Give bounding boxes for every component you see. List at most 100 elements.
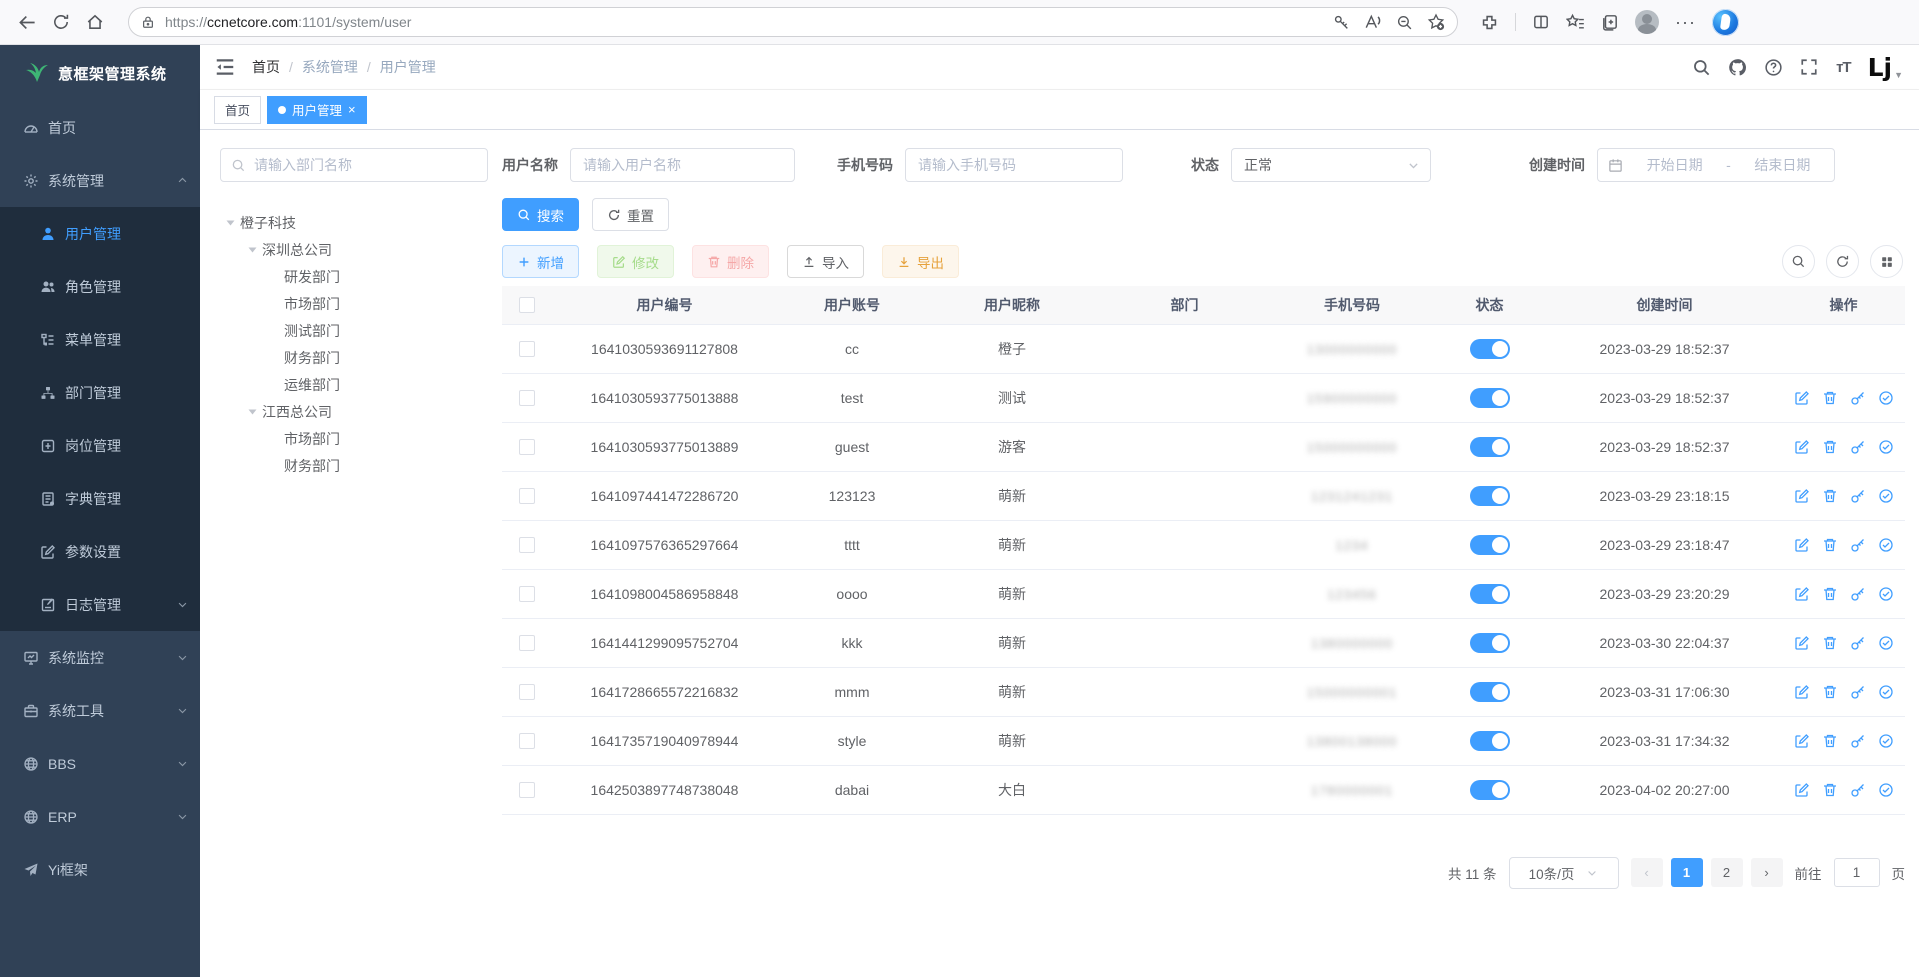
caret-down-icon[interactable] — [226, 220, 235, 225]
row-assign-role-icon[interactable] — [1878, 733, 1894, 749]
sidebar-item-role-management[interactable]: 角色管理 — [0, 260, 200, 313]
row-edit-icon[interactable] — [1794, 488, 1810, 504]
app-logo[interactable]: 意框架管理系统 — [0, 45, 200, 101]
row-edit-icon[interactable] — [1794, 635, 1810, 651]
row-assign-role-icon[interactable] — [1878, 390, 1894, 406]
row-reset-password-icon[interactable] — [1850, 782, 1866, 798]
table-refresh-icon[interactable] — [1826, 245, 1859, 278]
next-page-button[interactable]: › — [1750, 858, 1783, 887]
reset-button[interactable]: 重置 — [592, 198, 669, 231]
select-all-checkbox[interactable] — [519, 297, 535, 314]
tree-node[interactable]: 研发部门 — [284, 268, 340, 285]
sidebar-item-system-tools[interactable]: 系统工具 — [0, 684, 200, 737]
status-toggle[interactable] — [1469, 387, 1510, 408]
github-icon[interactable] — [1728, 58, 1747, 77]
row-edit-icon[interactable] — [1794, 782, 1810, 798]
row-checkbox[interactable] — [519, 635, 535, 652]
table-columns-icon[interactable] — [1870, 245, 1903, 278]
row-assign-role-icon[interactable] — [1878, 586, 1894, 602]
export-button[interactable]: 导出 — [882, 245, 959, 278]
zoom-out-icon[interactable] — [1396, 14, 1413, 31]
sidebar-item-dept-management[interactable]: 部门管理 — [0, 366, 200, 419]
prev-page-button[interactable]: ‹ — [1630, 858, 1663, 887]
sidebar-item-log-management[interactable]: 日志管理 — [0, 578, 200, 631]
row-reset-password-icon[interactable] — [1850, 733, 1866, 749]
add-favorite-icon[interactable] — [1427, 13, 1445, 31]
status-toggle[interactable] — [1469, 779, 1510, 800]
row-reset-password-icon[interactable] — [1850, 390, 1866, 406]
tree-node[interactable]: 深圳总公司 — [220, 236, 488, 263]
row-checkbox[interactable] — [519, 684, 535, 701]
row-checkbox[interactable] — [519, 341, 535, 358]
sidebar-item-bbs[interactable]: BBS — [0, 737, 200, 790]
row-edit-icon[interactable] — [1794, 537, 1810, 553]
row-edit-icon[interactable] — [1794, 586, 1810, 602]
row-assign-role-icon[interactable] — [1878, 537, 1894, 553]
browser-refresh-icon[interactable] — [44, 5, 78, 39]
row-checkbox[interactable] — [519, 733, 535, 750]
row-delete-icon[interactable] — [1822, 439, 1838, 455]
sidebar-toggle-icon[interactable] — [214, 56, 236, 78]
font-size-icon[interactable]: тT — [1836, 58, 1851, 76]
delete-button[interactable]: 删除 — [692, 245, 769, 278]
status-toggle[interactable] — [1469, 730, 1510, 751]
edit-button[interactable]: 修改 — [597, 245, 674, 278]
row-reset-password-icon[interactable] — [1850, 439, 1866, 455]
sidebar-item-erp[interactable]: ERP — [0, 790, 200, 843]
tree-node[interactable]: 江西总公司 — [220, 398, 488, 425]
tree-node[interactable]: 橙子科技 — [220, 209, 488, 236]
extensions-icon[interactable] — [1480, 13, 1499, 32]
row-delete-icon[interactable] — [1822, 488, 1838, 504]
split-screen-icon[interactable] — [1532, 13, 1550, 31]
sidebar-item-menu-management[interactable]: 菜单管理 — [0, 313, 200, 366]
browser-back-icon[interactable] — [10, 5, 44, 39]
breadcrumb-system[interactable]: 系统管理 — [301, 59, 358, 75]
goto-page-input[interactable] — [1833, 858, 1880, 887]
browser-menu-icon[interactable]: ··· — [1675, 11, 1696, 32]
row-delete-icon[interactable] — [1822, 782, 1838, 798]
status-toggle[interactable] — [1469, 534, 1510, 555]
page-button-2[interactable]: 2 — [1710, 858, 1743, 887]
row-checkbox[interactable] — [519, 390, 535, 407]
row-edit-icon[interactable] — [1794, 733, 1810, 749]
page-button-1[interactable]: 1 — [1670, 858, 1703, 887]
browser-home-icon[interactable] — [78, 5, 112, 39]
row-delete-icon[interactable] — [1822, 390, 1838, 406]
search-button[interactable]: 搜索 — [502, 198, 579, 231]
user-menu-caret-icon[interactable]: ▼ — [1894, 69, 1903, 80]
row-assign-role-icon[interactable] — [1878, 635, 1894, 651]
row-reset-password-icon[interactable] — [1850, 586, 1866, 602]
row-edit-icon[interactable] — [1794, 684, 1810, 700]
caret-down-icon[interactable] — [248, 247, 257, 252]
table-search-toggle-icon[interactable] — [1782, 245, 1815, 278]
copilot-icon[interactable] — [1711, 8, 1739, 36]
sidebar-item-yi-framework[interactable]: Yi框架 — [0, 843, 200, 896]
sidebar-item-param-settings[interactable]: 参数设置 — [0, 525, 200, 578]
favorites-bar-icon[interactable] — [1566, 13, 1585, 32]
row-delete-icon[interactable] — [1822, 733, 1838, 749]
tree-node[interactable]: 市场部门 — [284, 430, 340, 447]
row-checkbox[interactable] — [519, 586, 535, 603]
import-button[interactable]: 导入 — [787, 245, 864, 278]
tree-node[interactable]: 市场部门 — [284, 295, 340, 312]
row-checkbox[interactable] — [519, 782, 535, 799]
tab-close-icon[interactable]: × — [348, 102, 356, 117]
row-assign-role-icon[interactable] — [1878, 684, 1894, 700]
password-key-icon[interactable] — [1333, 14, 1350, 31]
add-button[interactable]: 新增 — [502, 245, 579, 278]
row-delete-icon[interactable] — [1822, 586, 1838, 602]
department-search-input[interactable] — [254, 157, 477, 173]
tree-node[interactable]: 财务部门 — [284, 349, 340, 366]
tab-user-management[interactable]: 用户管理 × — [267, 95, 367, 124]
collections-icon[interactable] — [1601, 13, 1619, 31]
row-delete-icon[interactable] — [1822, 635, 1838, 651]
row-assign-role-icon[interactable] — [1878, 488, 1894, 504]
date-range-picker[interactable]: 开始日期 - 结束日期 — [1597, 148, 1835, 182]
sidebar-item-system-monitor[interactable]: 系统监控 — [0, 631, 200, 684]
status-select[interactable]: 正常 — [1231, 148, 1431, 182]
tree-node[interactable]: 测试部门 — [284, 322, 340, 339]
username-input[interactable] — [570, 148, 795, 182]
row-edit-icon[interactable] — [1794, 390, 1810, 406]
row-delete-icon[interactable] — [1822, 537, 1838, 553]
breadcrumb-home[interactable]: 首页 — [252, 59, 280, 75]
